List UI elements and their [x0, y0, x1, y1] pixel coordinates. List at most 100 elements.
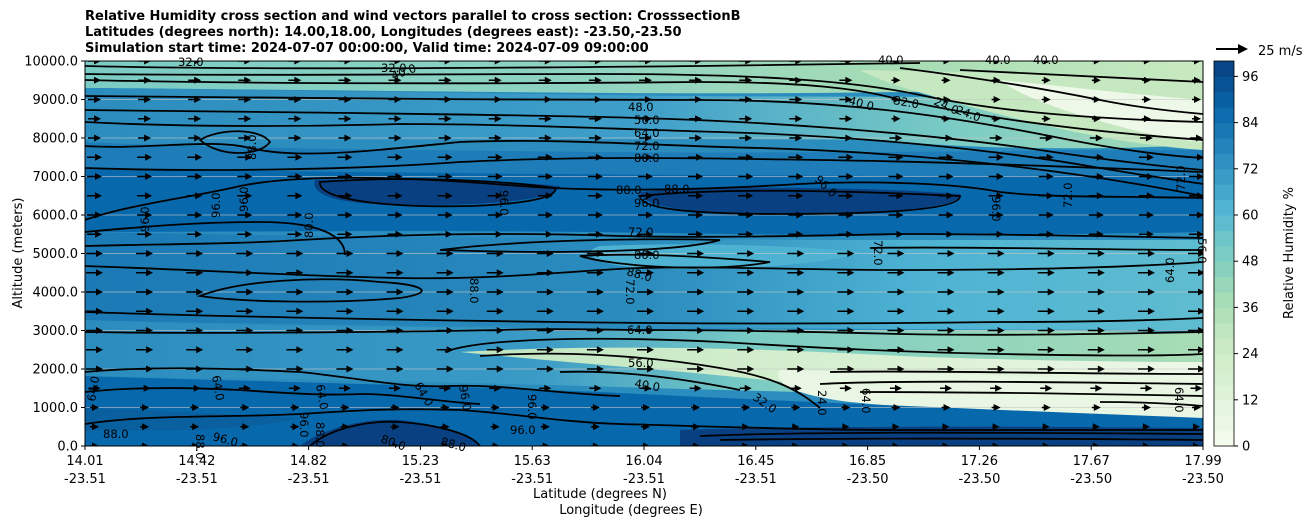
- contour-label: 64.0: [313, 383, 331, 411]
- wind-vector: [437, 153, 453, 161]
- wind-vector: [1138, 211, 1154, 219]
- wind-vector: [336, 307, 354, 315]
- x-tick-label-lat: 16.04: [625, 454, 662, 469]
- contour-24-lower: [1099, 401, 1203, 407]
- wind-vector: [437, 192, 453, 200]
- x-tick-label-lon: -23.51: [623, 472, 665, 487]
- wind-vector: [186, 307, 204, 315]
- wind-vector: [1188, 250, 1203, 257]
- wind-vector: [688, 173, 704, 180]
- contour-label: 40.0: [847, 93, 875, 113]
- wind-vector: [837, 250, 855, 257]
- chart-title-line-3: Simulation start time: 2024-07-07 00:00:…: [85, 41, 649, 56]
- wind-vector: [490, 423, 500, 431]
- contour-label: 96.0: [525, 394, 539, 420]
- contour-label: 80.0: [634, 248, 660, 262]
- colorbar-band: [1214, 276, 1234, 293]
- contour-label: 72.0: [634, 139, 660, 153]
- wind-vector: [1192, 115, 1201, 123]
- wind-vector: [588, 61, 602, 65]
- colorbar-ticks: 0 12 24 36 48 60 72 84 96: [1234, 70, 1259, 455]
- wind-vector: [236, 346, 254, 354]
- wind-vector: [737, 250, 755, 257]
- colorbar-tick-label: 84: [1242, 116, 1259, 131]
- wind-vector: [987, 327, 1005, 334]
- wind-vector: [988, 153, 1004, 161]
- contour-label: 64.0: [1172, 387, 1186, 413]
- wind-vector: [336, 250, 354, 257]
- wind-vector: [1042, 442, 1050, 446]
- wind-vector: [136, 346, 154, 354]
- rh-core-2: [640, 187, 961, 214]
- contour-80-b: [85, 261, 1203, 280]
- wind-vector: [787, 250, 805, 257]
- wind-vector: [386, 250, 404, 257]
- wind-vector: [739, 61, 753, 65]
- x-tick-label-lat: 15.23: [402, 454, 439, 469]
- wind-vector: [891, 61, 901, 65]
- wind-vector: [140, 404, 150, 411]
- y-tick-label: 1000.0: [33, 401, 79, 416]
- contour-label: 88.0: [664, 182, 690, 196]
- wind-vector: [1037, 307, 1055, 315]
- wind-vector: [386, 365, 404, 373]
- contour-label: 88.0: [103, 427, 129, 441]
- wind-vector: [286, 346, 304, 354]
- wind-vector: [88, 96, 101, 103]
- wind-vector: [838, 173, 854, 180]
- wind-vector: [137, 211, 153, 219]
- wind-vector: [1142, 442, 1150, 446]
- wind-vector: [490, 404, 500, 411]
- contour-88: [85, 176, 1203, 221]
- colorbar-tick-label: 96: [1242, 70, 1259, 85]
- wind-vector: [1088, 211, 1104, 219]
- wind-vector: [538, 134, 552, 142]
- colorbar-band: [1214, 107, 1234, 124]
- wind-vector: [891, 76, 901, 84]
- colorbar-tick-label: 60: [1242, 209, 1259, 224]
- colorbar-tick-label: 0: [1242, 440, 1250, 455]
- y-tick-label: 6000.0: [33, 209, 79, 224]
- wind-vector: [792, 442, 800, 446]
- y-tick-label: 10000.0: [24, 55, 78, 70]
- wind-vector: [992, 423, 1000, 431]
- wind-vector: [87, 173, 102, 180]
- wind-vector: [937, 288, 955, 296]
- rh-pocket-mid: [590, 244, 860, 270]
- wind-vector: [937, 365, 955, 373]
- wind-vector: [486, 346, 504, 354]
- wind-vector: [737, 288, 755, 296]
- wind-vector: [238, 61, 252, 65]
- contour-label: 72.0: [623, 279, 637, 305]
- wind-vector: [1193, 442, 1200, 446]
- wind-vector: [338, 76, 352, 84]
- wind-vector: [788, 173, 804, 180]
- colorbar-band: [1214, 138, 1234, 154]
- wind-vector: [741, 404, 751, 411]
- wind-vector: [338, 61, 352, 65]
- wind-vector: [987, 307, 1005, 315]
- wind-vector: [440, 442, 450, 446]
- colorbar-band: [1214, 384, 1234, 401]
- wind-vector: [587, 173, 603, 180]
- wind-vector: [338, 384, 351, 392]
- contour-label: 64.0: [859, 388, 873, 414]
- wind-vector: [941, 76, 951, 84]
- contour-64-c: [444, 337, 1203, 357]
- x-tick-label-lat: 17.26: [961, 454, 998, 469]
- wind-vector: [689, 384, 702, 392]
- wind-vector: [288, 61, 302, 65]
- contour-label: 56.0: [634, 113, 660, 127]
- wind-vector: [1091, 76, 1101, 84]
- contour-label: 64.0: [634, 126, 660, 140]
- wind-vector: [639, 134, 652, 142]
- wind-vector: [742, 442, 750, 446]
- rh-band-mid: [85, 232, 1203, 330]
- colorbar-band: [1214, 430, 1234, 447]
- colorbar-band: [1214, 61, 1234, 77]
- colorbar-band: [1214, 153, 1234, 170]
- wind-vector: [87, 153, 102, 161]
- wind-vector: [687, 250, 705, 257]
- contour-64-low-b: [85, 387, 481, 405]
